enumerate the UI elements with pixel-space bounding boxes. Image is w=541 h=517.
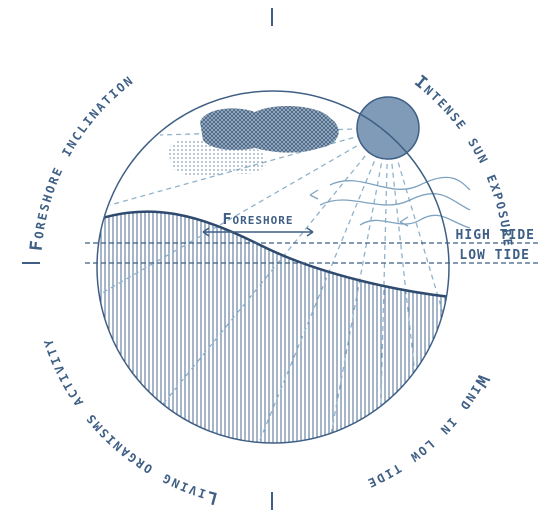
foreshore-label: Foreshore — [222, 210, 293, 228]
low-tide-label: LOW TIDE — [459, 248, 530, 263]
shoreline — [97, 210, 449, 300]
high-tide-label: HIGH TIDE — [456, 228, 535, 243]
sun — [356, 96, 420, 160]
circle-border — [96, 90, 450, 444]
wind-lines — [309, 176, 471, 229]
cloud-dark — [200, 106, 339, 153]
outer-label-text: Intense sun exposure — [410, 72, 517, 249]
ground — [97, 211, 449, 443]
outer-label: Intense sun exposure — [410, 72, 519, 249]
foreshore-arrow — [202, 227, 314, 237]
scene — [97, 106, 449, 443]
